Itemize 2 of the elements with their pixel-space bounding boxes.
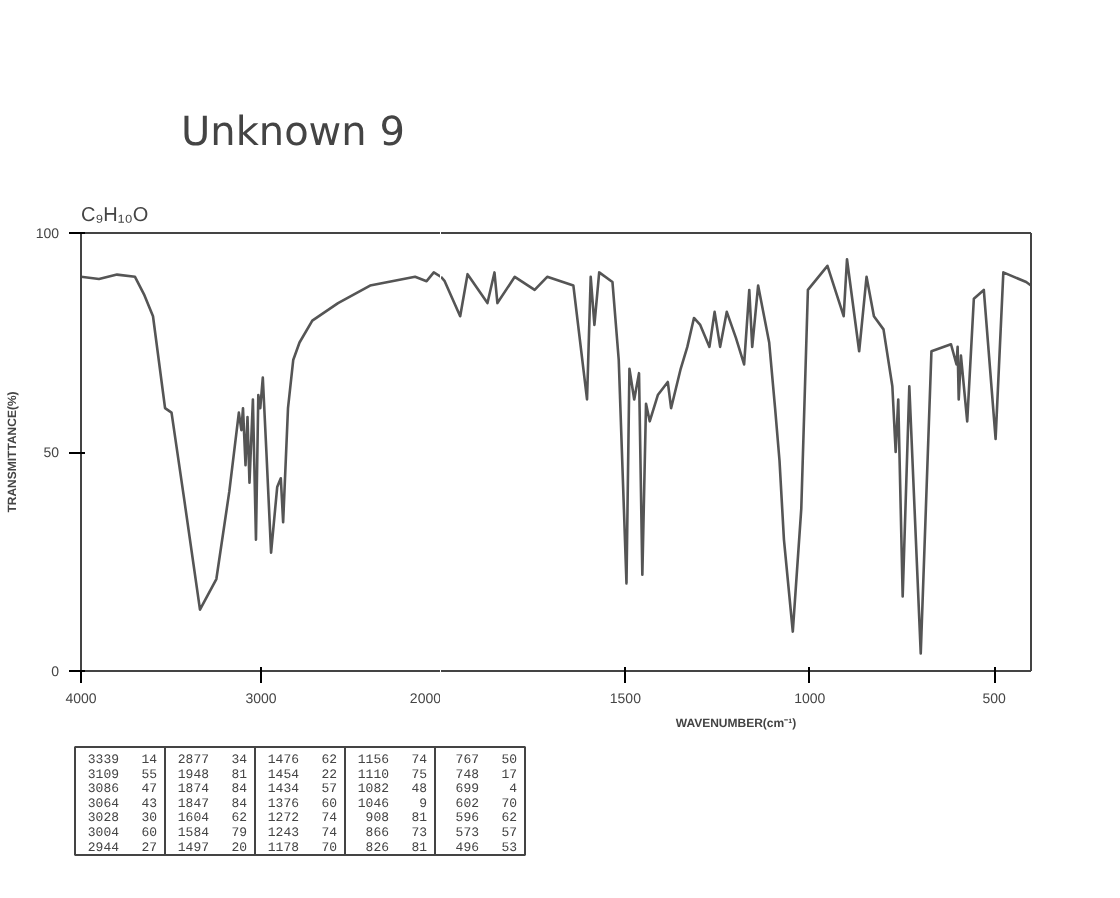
chart-title: Unknown 9 <box>181 107 405 155</box>
chart-subtitle: C₉H₁₀O <box>81 205 149 227</box>
